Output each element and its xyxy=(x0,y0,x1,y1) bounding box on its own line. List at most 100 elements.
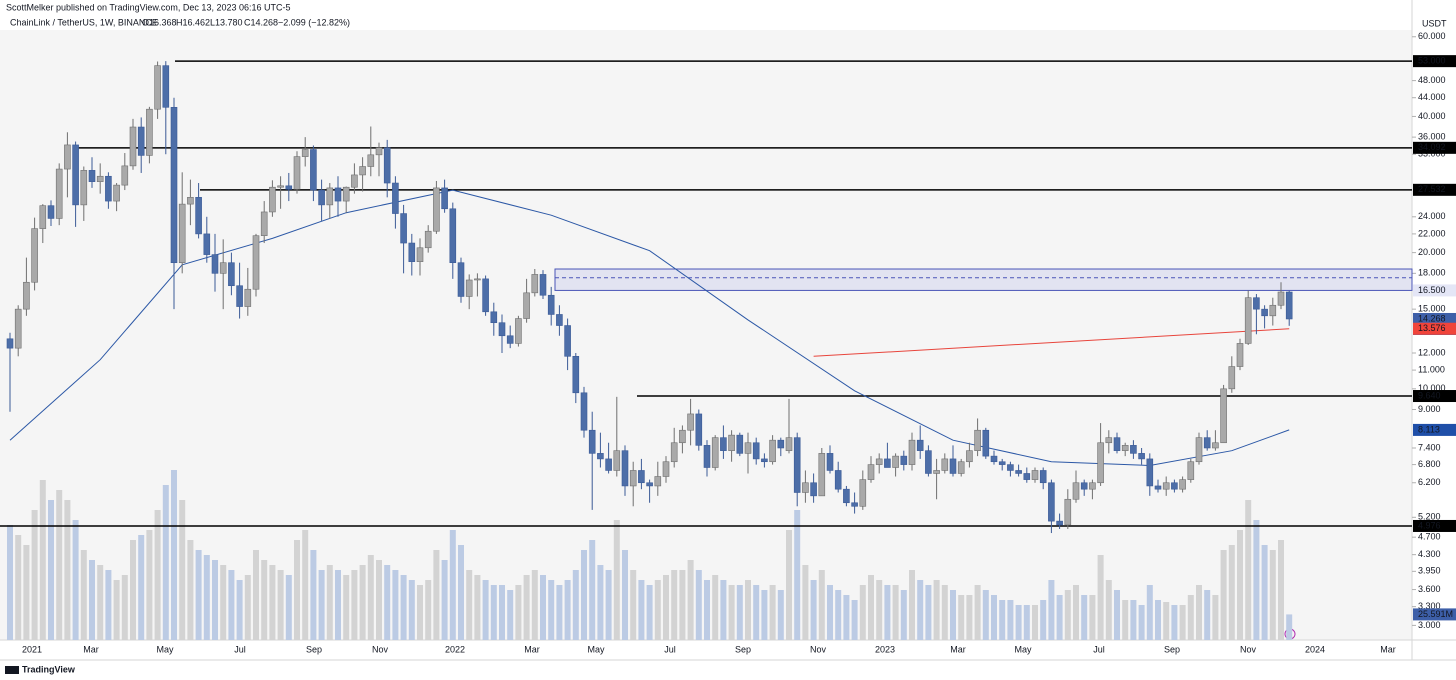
y-tick-label: 7.400 xyxy=(1418,442,1441,452)
volume-bar xyxy=(15,535,22,640)
candle-body xyxy=(252,235,260,290)
volume-bar xyxy=(326,565,333,640)
volume-bar xyxy=(646,585,653,640)
candle-body xyxy=(490,311,498,324)
volume-bar xyxy=(335,570,341,640)
volume-bar xyxy=(581,550,587,640)
volume-bar xyxy=(1073,585,1079,640)
candle-body xyxy=(277,185,284,188)
y-tick-label: 15.000 xyxy=(1418,304,1446,314)
volume-bar xyxy=(7,525,13,640)
volume-bar xyxy=(671,570,678,640)
candle-body xyxy=(629,470,637,487)
level-label: 27.532 xyxy=(1418,184,1446,194)
candle-body xyxy=(875,458,883,465)
volume-bar xyxy=(1220,550,1227,640)
y-tick-label: 10.000 xyxy=(1418,383,1446,393)
candle-body xyxy=(178,203,186,264)
volume-bar xyxy=(1155,600,1161,640)
volume-bar xyxy=(540,575,546,640)
volume-bar xyxy=(851,600,858,640)
candle-body xyxy=(1154,485,1162,490)
candle-body xyxy=(1072,482,1080,500)
volume-bar xyxy=(523,575,530,640)
volume-bar xyxy=(810,580,817,640)
volume-bar xyxy=(1023,605,1030,640)
candle-body xyxy=(1121,445,1129,451)
volume-bar xyxy=(105,570,112,640)
volume-bar xyxy=(400,575,407,640)
volume-bar xyxy=(466,570,473,640)
volume-bar xyxy=(1089,595,1096,640)
candle-body xyxy=(80,170,88,206)
candle-body xyxy=(31,228,38,283)
volume-bar xyxy=(794,510,801,640)
y-tick-label: 22.000 xyxy=(1418,228,1446,238)
ohlc-value: L13.780 xyxy=(210,17,243,27)
candle-body xyxy=(47,205,55,219)
candle-body xyxy=(449,208,457,264)
candle-body xyxy=(137,126,145,156)
candle-body xyxy=(646,482,653,487)
candle-body xyxy=(695,413,703,446)
level-label-box xyxy=(1413,390,1456,403)
volume-bar xyxy=(950,590,956,640)
candle-body xyxy=(334,187,342,202)
volume-bar xyxy=(728,585,735,640)
volume-bar xyxy=(72,520,79,640)
volume-bar xyxy=(1212,595,1219,640)
volume-bar xyxy=(720,580,727,640)
volume-bar xyxy=(917,580,924,640)
candle-body xyxy=(990,455,998,463)
volume-bar xyxy=(909,570,915,640)
candle-body xyxy=(1195,437,1203,463)
candle-body xyxy=(1179,479,1186,490)
candle-body xyxy=(326,187,334,206)
volume-bar xyxy=(1064,590,1071,640)
volume-bar xyxy=(31,510,38,640)
candle-body xyxy=(1007,464,1014,471)
candle-body xyxy=(933,470,940,474)
volume-bar xyxy=(753,585,760,640)
x-tick-label: 2023 xyxy=(875,644,895,654)
volume-bar xyxy=(294,540,300,640)
volume-bar xyxy=(1196,585,1202,640)
candle-body xyxy=(1113,437,1121,451)
zone-label-box xyxy=(1413,284,1456,297)
volume-bar xyxy=(556,585,563,640)
candle-body xyxy=(769,439,776,463)
candle-body xyxy=(342,186,350,202)
volume-bar xyxy=(900,590,907,640)
volume-bar xyxy=(1007,600,1014,640)
candle-body xyxy=(105,175,112,202)
volume-bar xyxy=(220,565,227,640)
candle-body xyxy=(810,482,817,497)
volume-bar xyxy=(515,585,522,640)
price-label-box xyxy=(1413,423,1456,436)
candle-body xyxy=(998,461,1006,465)
volume-bar xyxy=(408,580,415,640)
footer: TradingView xyxy=(22,664,76,674)
candle-body xyxy=(515,318,522,344)
candle-body xyxy=(720,437,727,451)
level-label: 53.000 xyxy=(1418,56,1446,66)
price-label-box xyxy=(1413,322,1456,335)
volume-bar xyxy=(958,595,965,640)
candle-body xyxy=(1220,388,1227,444)
ohlc-value: O16.368 xyxy=(142,17,177,27)
volume-bar xyxy=(474,575,481,640)
candle-body xyxy=(392,182,399,214)
volume-bar xyxy=(244,575,251,640)
volume-bar xyxy=(490,585,497,640)
candle-body xyxy=(884,458,891,468)
volume-bar xyxy=(384,565,391,640)
price-label: 8.113 xyxy=(1418,424,1440,434)
x-tick-label: 2022 xyxy=(445,644,465,654)
volume-bar xyxy=(130,540,136,640)
volume-bar xyxy=(359,565,366,640)
candle-body xyxy=(547,294,555,315)
volume-bar xyxy=(548,580,555,640)
volume-bar xyxy=(827,585,833,640)
candle-body xyxy=(1031,470,1039,480)
candle-body xyxy=(228,262,235,287)
